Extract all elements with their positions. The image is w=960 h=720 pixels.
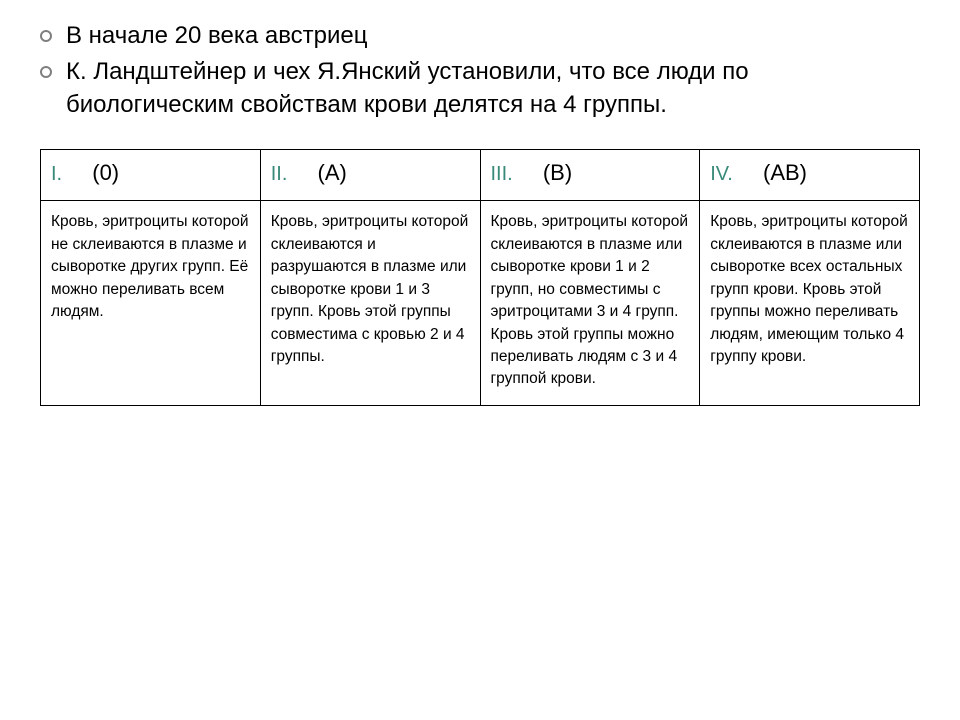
table-row: Кровь, эритроциты которой не склеиваются…: [41, 201, 920, 406]
intro-line-2: К. Ландштейнер и чех Я.Янский установили…: [40, 56, 920, 121]
intro-text-1: В начале 20 века австриец: [66, 20, 368, 52]
cell-text: Кровь, эритроциты которой склеиваются в …: [710, 211, 909, 368]
cell-4: Кровь, эритроциты которой склеиваются в …: [700, 201, 920, 406]
bullet-icon: [40, 66, 52, 78]
col-header-4: IV. (АВ): [700, 150, 920, 201]
cell-3: Кровь, эритроциты которой склеиваются в …: [480, 201, 700, 406]
cell-text: Кровь, эритроциты которой не склеиваются…: [51, 211, 250, 323]
cell-2: Кровь, эритроциты которой склеиваются и …: [260, 201, 480, 406]
group-label: (0): [92, 160, 119, 185]
blood-groups-table: I. (0) II. (А) III. (В) IV. (АВ) Кровь, …: [40, 149, 920, 406]
cell-1: Кровь, эритроциты которой не склеиваются…: [41, 201, 261, 406]
group-label: (А): [318, 160, 347, 185]
group-label: (В): [543, 160, 572, 185]
intro-line-1: В начале 20 века австриец: [40, 20, 920, 52]
roman-numeral: IV.: [710, 163, 733, 185]
group-label: (АВ): [763, 160, 807, 185]
roman-numeral: I.: [51, 163, 62, 185]
intro-text-2: К. Ландштейнер и чех Я.Янский установили…: [66, 56, 920, 121]
cell-text: Кровь, эритроциты которой склеиваются и …: [271, 211, 470, 368]
col-header-3: III. (В): [480, 150, 700, 201]
col-header-1: I. (0): [41, 150, 261, 201]
table-header-row: I. (0) II. (А) III. (В) IV. (АВ): [41, 150, 920, 201]
bullet-icon: [40, 30, 52, 42]
cell-text: Кровь, эритроциты которой склеиваются в …: [491, 211, 690, 391]
slide-content: В начале 20 века австриец К. Ландштейнер…: [0, 0, 960, 406]
roman-numeral: II.: [271, 163, 288, 185]
roman-numeral: III.: [491, 163, 513, 185]
col-header-2: II. (А): [260, 150, 480, 201]
